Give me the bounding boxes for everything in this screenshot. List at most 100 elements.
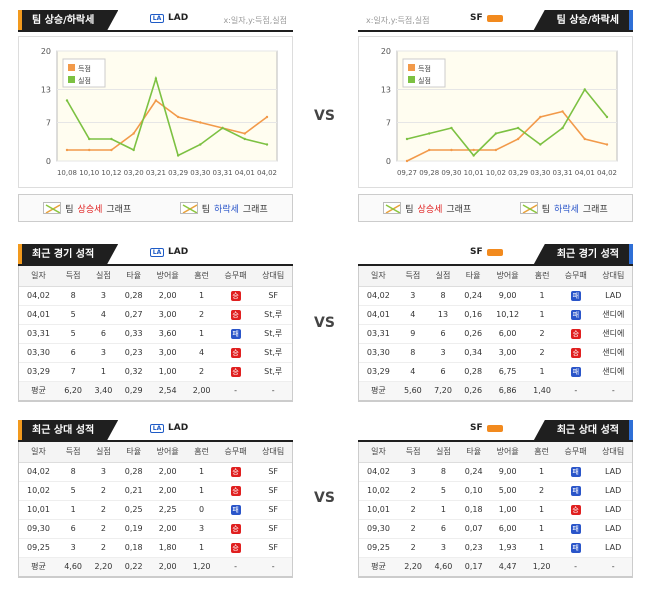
legend-label: 실점 (78, 76, 91, 85)
average-cell: - (594, 381, 632, 401)
result-badge: 패 (570, 290, 581, 301)
result-badge: 승 (230, 485, 241, 496)
h2h-panel-right: SF 최근 상대 성적 일자 득점 실점 타율 방어율 홈런 승무패 상대팀 04,02 3 8 0,… (358, 420, 633, 578)
column-header: 상대팀 (254, 266, 292, 287)
x-tick-label: 03,31 (213, 169, 233, 177)
data-point (176, 115, 180, 119)
team-label-left: LA LAD (150, 13, 188, 23)
average-cell: 7,20 (427, 381, 459, 401)
x-tick-label: 04,01 (235, 169, 255, 177)
data-point (405, 137, 409, 141)
team-name: LAD (168, 13, 189, 23)
h2h-header-left: 최근 상대 성적 LA LAD (18, 420, 293, 442)
table-row: 04,02 3 8 0,24 9,00 1 패 LAD (359, 462, 632, 482)
table-cell: 0,10 (458, 481, 489, 501)
table-cell: 패 (557, 286, 595, 306)
column-header: 상대팀 (594, 442, 632, 463)
table-cell: 승 (557, 324, 595, 344)
table-header-row: 일자 득점 실점 타율 방어율 홈런 승무패 상대팀 (359, 442, 632, 463)
table-cell: 6 (427, 362, 459, 382)
table-cell: LAD (594, 462, 632, 482)
recent-table-left: 일자 득점 실점 타율 방어율 홈런 승무패 상대팀 04,02 8 3 0,28 2,00 1 승 SF 04… (19, 266, 292, 401)
trend-header-left: 팀 상승/하락세 LA LAD x:일자,y:득점,실점 (18, 10, 293, 32)
table-cell: 0 (186, 500, 217, 520)
average-cell: 2,00 (186, 381, 217, 401)
data-point (561, 126, 564, 130)
legend-down-left: 팀 하락세 그래프 (179, 202, 268, 215)
table-cell: 6 (427, 324, 459, 344)
table-cell: 3,00 (148, 343, 187, 363)
recent-header-left: 최근 경기 성적 LA LAD (18, 244, 293, 266)
table-cell: 2 (527, 343, 558, 363)
result-badge: 패 (570, 366, 581, 377)
column-header: 실점 (88, 266, 119, 287)
average-cell: 3,40 (88, 381, 119, 401)
table-header-row: 일자 득점 실점 타율 방어율 홈런 승무패 상대팀 (19, 266, 292, 287)
table-cell: 2,00 (148, 519, 187, 539)
average-row: 평균 6,20 3,40 0,29 2,54 2,00- - (19, 381, 292, 401)
result-badge: 승 (230, 523, 241, 534)
table-cell: 7 (57, 362, 89, 382)
table-cell: 1 (526, 500, 557, 520)
x-tick-label: 03,29 (168, 169, 188, 177)
average-row: 평균 2,20 4,60 0,17 4,47 1,20- - (359, 557, 632, 577)
column-header: 홈런 (186, 442, 217, 463)
legend-up-pre: 팀 (405, 204, 414, 215)
axis-hint: x:일자,y:득점,실점 (366, 16, 430, 25)
data-point (88, 137, 91, 141)
table-cell: 승 (216, 462, 255, 482)
table-cell: 09,25 (359, 538, 398, 558)
average-cell: - (557, 381, 595, 401)
table-row: 04,02 8 3 0,28 2,00 1 승 SF (19, 462, 292, 482)
table-cell: 9,00 (488, 286, 527, 306)
team-name: SF (470, 247, 483, 257)
legend-up-pre: 팀 (65, 204, 74, 215)
team-label-left: LA LAD (150, 423, 188, 433)
legend-swatch (408, 76, 415, 83)
column-header: 득점 (397, 266, 428, 287)
recent-panel-right: SF 최근 경기 성적 일자 득점 실점 타율 방어율 홈런 승무패 상대팀 04,02 3 8 0,… (358, 244, 633, 402)
table-cell: 2,00 (148, 481, 187, 501)
table-cell: 6,00 (488, 324, 527, 344)
table-cell: 승 (216, 538, 255, 558)
table-cell: 2 (88, 481, 119, 501)
average-cell: 2,20 (397, 557, 429, 577)
average-cell: 평균 (19, 557, 58, 577)
vs-label-trend: VS (314, 108, 335, 124)
table-cell: 0,23 (458, 538, 489, 558)
column-header: 일자 (19, 266, 58, 287)
legend-up-post: 그래프 (106, 204, 132, 215)
column-header: 타율 (118, 266, 149, 287)
table-cell: 8 (427, 286, 459, 306)
table-cell: 03,30 (19, 343, 58, 363)
column-header: 실점 (428, 442, 459, 463)
x-tick-label: 09,28 (419, 169, 439, 177)
table-cell: 패 (557, 362, 595, 382)
down-graph-icon (179, 202, 198, 214)
table-cell: 1 (186, 286, 217, 306)
result-badge: 승 (230, 466, 241, 477)
table-cell: 10,01 (19, 500, 58, 520)
column-header: 타율 (458, 266, 489, 287)
table-cell: LAD (594, 286, 632, 306)
y-tick-label: 20 (41, 47, 51, 56)
data-point (221, 126, 224, 130)
data-point (561, 110, 564, 113)
table-cell: 04,01 (359, 305, 398, 325)
table-cell: 2 (186, 362, 217, 382)
column-header: 승무패 (216, 442, 255, 463)
table-cell: 1 (186, 481, 217, 501)
table-cell: 승 (556, 500, 595, 520)
h2h-panel-left: 최근 상대 성적 LA LAD 일자 득점 실점 타율 방어율 홈런 승무패 상대팀 04,02… (18, 420, 293, 578)
table-cell: 0,28 (118, 286, 149, 306)
y-tick-label: 0 (46, 157, 51, 166)
result-badge: 승 (570, 504, 581, 515)
column-header: 홈런 (526, 442, 557, 463)
table-cell: SF (254, 481, 292, 501)
table-cell: 0,19 (118, 519, 149, 539)
table-cell: 5 (428, 481, 459, 501)
y-tick-label: 13 (41, 86, 51, 95)
recent-header-right: SF 최근 경기 성적 (358, 244, 633, 266)
table-cell: 4 (186, 343, 217, 363)
average-cell: 1,20 (186, 557, 217, 577)
